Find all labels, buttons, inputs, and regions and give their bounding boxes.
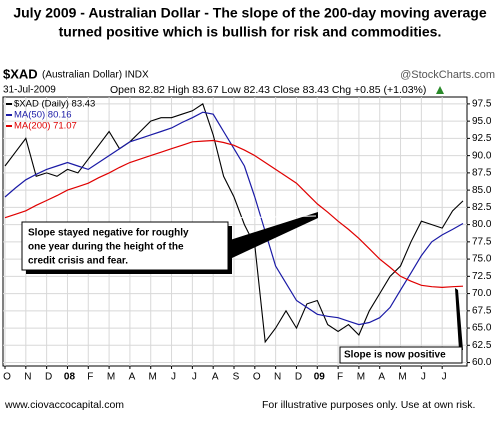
x-tick-label: S [233, 372, 240, 383]
x-tick-label: O [3, 372, 11, 383]
source: @StockCharts.com [400, 69, 495, 81]
y-tick-label: 70.0 [472, 288, 492, 299]
x-tick-label: D [45, 372, 52, 383]
annotation-text: credit crisis and fear. [28, 256, 128, 267]
x-tick-label: M [107, 372, 115, 383]
x-tick-label: A [212, 372, 219, 383]
footer-left: www.ciovaccocapital.com [4, 399, 124, 411]
series-line [4, 103, 464, 344]
x-tick-label: F [87, 372, 93, 383]
x-tick-label: M [398, 372, 406, 383]
x-tick-label: M [357, 372, 365, 383]
quote: Open 82.82 High 83.67 Low 82.43 Close 83… [110, 84, 426, 96]
plot-frame [2, 96, 468, 367]
annotation-box [21, 221, 229, 271]
y-tick-label: 60.0 [472, 357, 492, 368]
y-tick-label: 62.5 [472, 340, 492, 351]
x-tick-label: 09 [314, 372, 326, 383]
box-shadow [228, 226, 232, 274]
x-tick-label: M [149, 372, 157, 383]
y-tick-label: 67.5 [472, 305, 492, 316]
box-shadow [26, 270, 232, 274]
x-tick-label: O [253, 372, 261, 383]
legend-label: MA(50) 80.16 [14, 110, 72, 121]
x-tick-label: J [421, 372, 426, 383]
x-tick-label: A [378, 372, 385, 383]
chart-title: July 2009 - Australian Dollar - The slop… [13, 5, 487, 21]
arrow [455, 288, 463, 350]
arrow [230, 212, 318, 258]
y-tick-label: 82.5 [472, 202, 492, 213]
y-tick-label: 85.0 [472, 185, 492, 196]
x-tick-label: N [274, 372, 281, 383]
series-line [4, 139, 464, 289]
annotation-box [339, 346, 463, 364]
annotation-2: Slope is now positive [339, 288, 463, 364]
footer-right: For illustrative purposes only. Use at o… [262, 399, 475, 411]
x-tick-label: F [337, 372, 343, 383]
legend-label: $XAD (Daily) 83.43 [14, 99, 95, 110]
y-tick-label: 97.5 [472, 99, 492, 110]
y-tick-label: 92.5 [472, 133, 492, 144]
y-tick-label: 75.0 [472, 254, 492, 265]
y-tick-label: 65.0 [472, 323, 492, 334]
y-axis: 60.0 62.5 65.0 67.5 70.0 72.5 75.0 77.5 80.0 82.5… [467, 99, 492, 368]
date: 31-Jul-2009 [3, 85, 56, 96]
y-tick-label: 87.5 [472, 168, 492, 179]
y-tick-label: 80.0 [472, 219, 492, 230]
x-tick-label: A [129, 372, 136, 383]
up-arrow [436, 86, 444, 94]
arrow-highlight [225, 215, 317, 219]
annotation-1: Slope stayed negative for roughly one ye… [21, 212, 318, 274]
symbol: $XAD [3, 66, 38, 81]
y-tick-label: 95.0 [472, 116, 492, 127]
y-tick-label: 77.5 [472, 236, 492, 247]
chart-title: turned positive which is bullish for ris… [59, 24, 442, 40]
series-line [4, 111, 464, 326]
symbol-desc: (Australian Dollar) INDX [42, 70, 149, 81]
x-tick-label: 08 [64, 372, 76, 383]
series-lines [4, 103, 464, 344]
y-tick-label: 72.5 [472, 271, 492, 282]
x-tick-label: N [24, 372, 31, 383]
x-axis: O N D 08 F M A M J J A S O N D 09 F M A M J J [3, 366, 447, 383]
y-tick-label: 90.0 [472, 150, 492, 161]
x-tick-label: D [295, 372, 302, 383]
annotation-text: Slope is now positive [344, 350, 446, 361]
annotation-text: one year during the height of the [28, 242, 184, 253]
x-tick-label: J [192, 372, 197, 383]
annotation-text: Slope stayed negative for roughly [28, 228, 189, 239]
x-tick-label: J [442, 372, 447, 383]
legend-label: MA(200) 71.07 [14, 121, 77, 132]
x-tick-label: J [171, 372, 176, 383]
